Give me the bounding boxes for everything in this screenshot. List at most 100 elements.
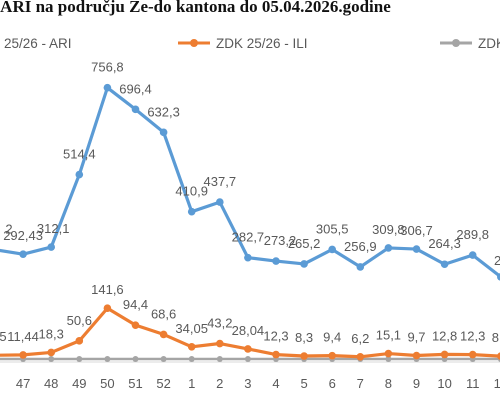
data-point-ari bbox=[440, 260, 449, 269]
x-tick-label: 11 bbox=[466, 376, 480, 391]
data-point-ari bbox=[19, 250, 27, 258]
data-label-ili: 68,6 bbox=[151, 306, 176, 321]
data-point-ili bbox=[216, 339, 224, 348]
data-label-ili: 5 bbox=[0, 329, 7, 344]
data-point-ari bbox=[131, 105, 140, 114]
data-point-zdk bbox=[132, 356, 139, 362]
data-label-ili: 18,3 bbox=[39, 326, 64, 341]
data-label-ili: 43,2 bbox=[207, 316, 232, 331]
x-tick-labels: 6474849505152123456789101112 bbox=[16, 376, 500, 391]
data-label-ili: 11,44 bbox=[7, 329, 39, 344]
data-point-ari bbox=[468, 251, 477, 259]
data-label-ari: 696,4 bbox=[119, 81, 152, 96]
data-point-ili bbox=[131, 321, 140, 329]
x-tick-label: 4 bbox=[272, 376, 279, 391]
data-point-zdk bbox=[188, 356, 195, 362]
data-point-zdk bbox=[104, 356, 111, 362]
data-point-ili bbox=[440, 350, 449, 359]
x-tick-label: 12 bbox=[494, 376, 500, 391]
data-point-ili bbox=[384, 349, 393, 358]
data-label-ari: 292,43 bbox=[3, 228, 43, 243]
data-label-ili: 15,1 bbox=[376, 328, 401, 343]
x-tick-label: 8 bbox=[385, 376, 392, 391]
data-label-ari: 312,1 bbox=[37, 221, 70, 236]
data-label-ari: 756,8 bbox=[91, 60, 124, 75]
data-label-ili: 28,04 bbox=[232, 323, 265, 338]
legend-label-zdk: ZDK bbox=[478, 36, 500, 51]
data-label-ili: 34,05 bbox=[175, 321, 208, 336]
data-label-ari: 273,2 bbox=[264, 233, 297, 248]
data-point-ili bbox=[412, 351, 421, 360]
data-label-ili: 12,3 bbox=[460, 329, 485, 344]
data-label-ari: 514,4 bbox=[63, 147, 96, 162]
data-point-zdk bbox=[244, 356, 251, 362]
x-tick-label: 51 bbox=[128, 376, 142, 391]
data-label-ari: 229 bbox=[494, 253, 500, 268]
data-label-ili: 6,2 bbox=[351, 331, 369, 346]
data-point-zdk bbox=[160, 356, 167, 362]
data-point-ari bbox=[47, 243, 55, 251]
data-point-ari bbox=[187, 207, 196, 216]
x-tick-label: 1 bbox=[188, 376, 195, 391]
legend-label-ili: ZDK 25/26 - ILI bbox=[216, 36, 308, 51]
data-point-ari bbox=[412, 245, 421, 253]
data-label-ari: 264,3 bbox=[428, 236, 461, 251]
data-point-ari bbox=[300, 260, 308, 268]
data-label-ari: 289,8 bbox=[456, 227, 489, 242]
data-label-ili: 12,3 bbox=[263, 329, 288, 344]
data-label-ili: 50,6 bbox=[67, 313, 92, 328]
data-label-ili: 9,7 bbox=[407, 330, 425, 345]
data-point-zdk bbox=[216, 356, 223, 362]
data-point-ari bbox=[159, 128, 168, 137]
x-tick-label: 2 bbox=[216, 376, 223, 391]
data-point-zdk bbox=[48, 356, 55, 362]
series-line-ari bbox=[0, 86, 500, 279]
data-point-ili bbox=[75, 337, 84, 345]
data-point-ili bbox=[356, 352, 365, 361]
data-point-ili bbox=[103, 304, 112, 313]
legend-marker-zdk bbox=[452, 39, 460, 47]
x-tick-label: 9 bbox=[413, 376, 420, 391]
data-label-ari: 265,2 bbox=[288, 236, 321, 251]
data-label-ari: 305,5 bbox=[316, 221, 349, 236]
data-label-ili: 9,4 bbox=[323, 330, 341, 345]
data-point-ari bbox=[497, 273, 500, 281]
data-point-ari bbox=[216, 198, 224, 206]
data-point-ari bbox=[244, 253, 252, 262]
legend-label-ari: 25/26 - ARI bbox=[4, 36, 72, 51]
x-tick-label: 50 bbox=[100, 376, 114, 391]
data-point-ili bbox=[328, 351, 337, 360]
data-label-ari: 256,9 bbox=[344, 239, 377, 254]
data-label-ari: 309,8 bbox=[372, 222, 405, 237]
x-tick-label: 7 bbox=[357, 376, 364, 391]
chart-legend: 25/26 - ARI ZDK 25/26 - ILI ZDK bbox=[4, 36, 500, 51]
data-label-ili: 8,3 bbox=[295, 330, 313, 345]
x-tick-label: 10 bbox=[437, 376, 451, 391]
data-point-ili bbox=[159, 330, 168, 339]
data-point-ili bbox=[300, 352, 308, 360]
data-point-ili bbox=[497, 352, 500, 360]
chart-title: /SARI na području Ze-do kantona do 05.04… bbox=[0, 0, 391, 16]
data-point-ili bbox=[468, 350, 477, 359]
data-label-ari: 2 bbox=[5, 222, 12, 237]
data-point-ari bbox=[356, 263, 365, 271]
x-tick-label: 5 bbox=[300, 376, 307, 391]
x-tick-label: 52 bbox=[156, 376, 170, 391]
data-point-ari bbox=[103, 83, 112, 92]
series-layer bbox=[0, 83, 500, 362]
x-tick-label: 49 bbox=[72, 376, 86, 391]
data-point-ili bbox=[187, 342, 196, 351]
data-point-ili bbox=[19, 351, 27, 359]
data-label-ari: 437,7 bbox=[204, 174, 237, 189]
data-point-ari bbox=[328, 245, 337, 254]
data-label-ari: 306,7 bbox=[400, 223, 433, 238]
data-label-ili: 8,0 bbox=[492, 330, 500, 345]
data-label-ari: 632,3 bbox=[147, 104, 180, 119]
data-label-ili: 12,8 bbox=[432, 328, 457, 343]
data-point-ari bbox=[272, 257, 280, 265]
data-label-ili: 94,4 bbox=[123, 297, 148, 312]
data-point-zdk bbox=[76, 356, 83, 362]
x-tick-label: 47 bbox=[16, 376, 30, 391]
